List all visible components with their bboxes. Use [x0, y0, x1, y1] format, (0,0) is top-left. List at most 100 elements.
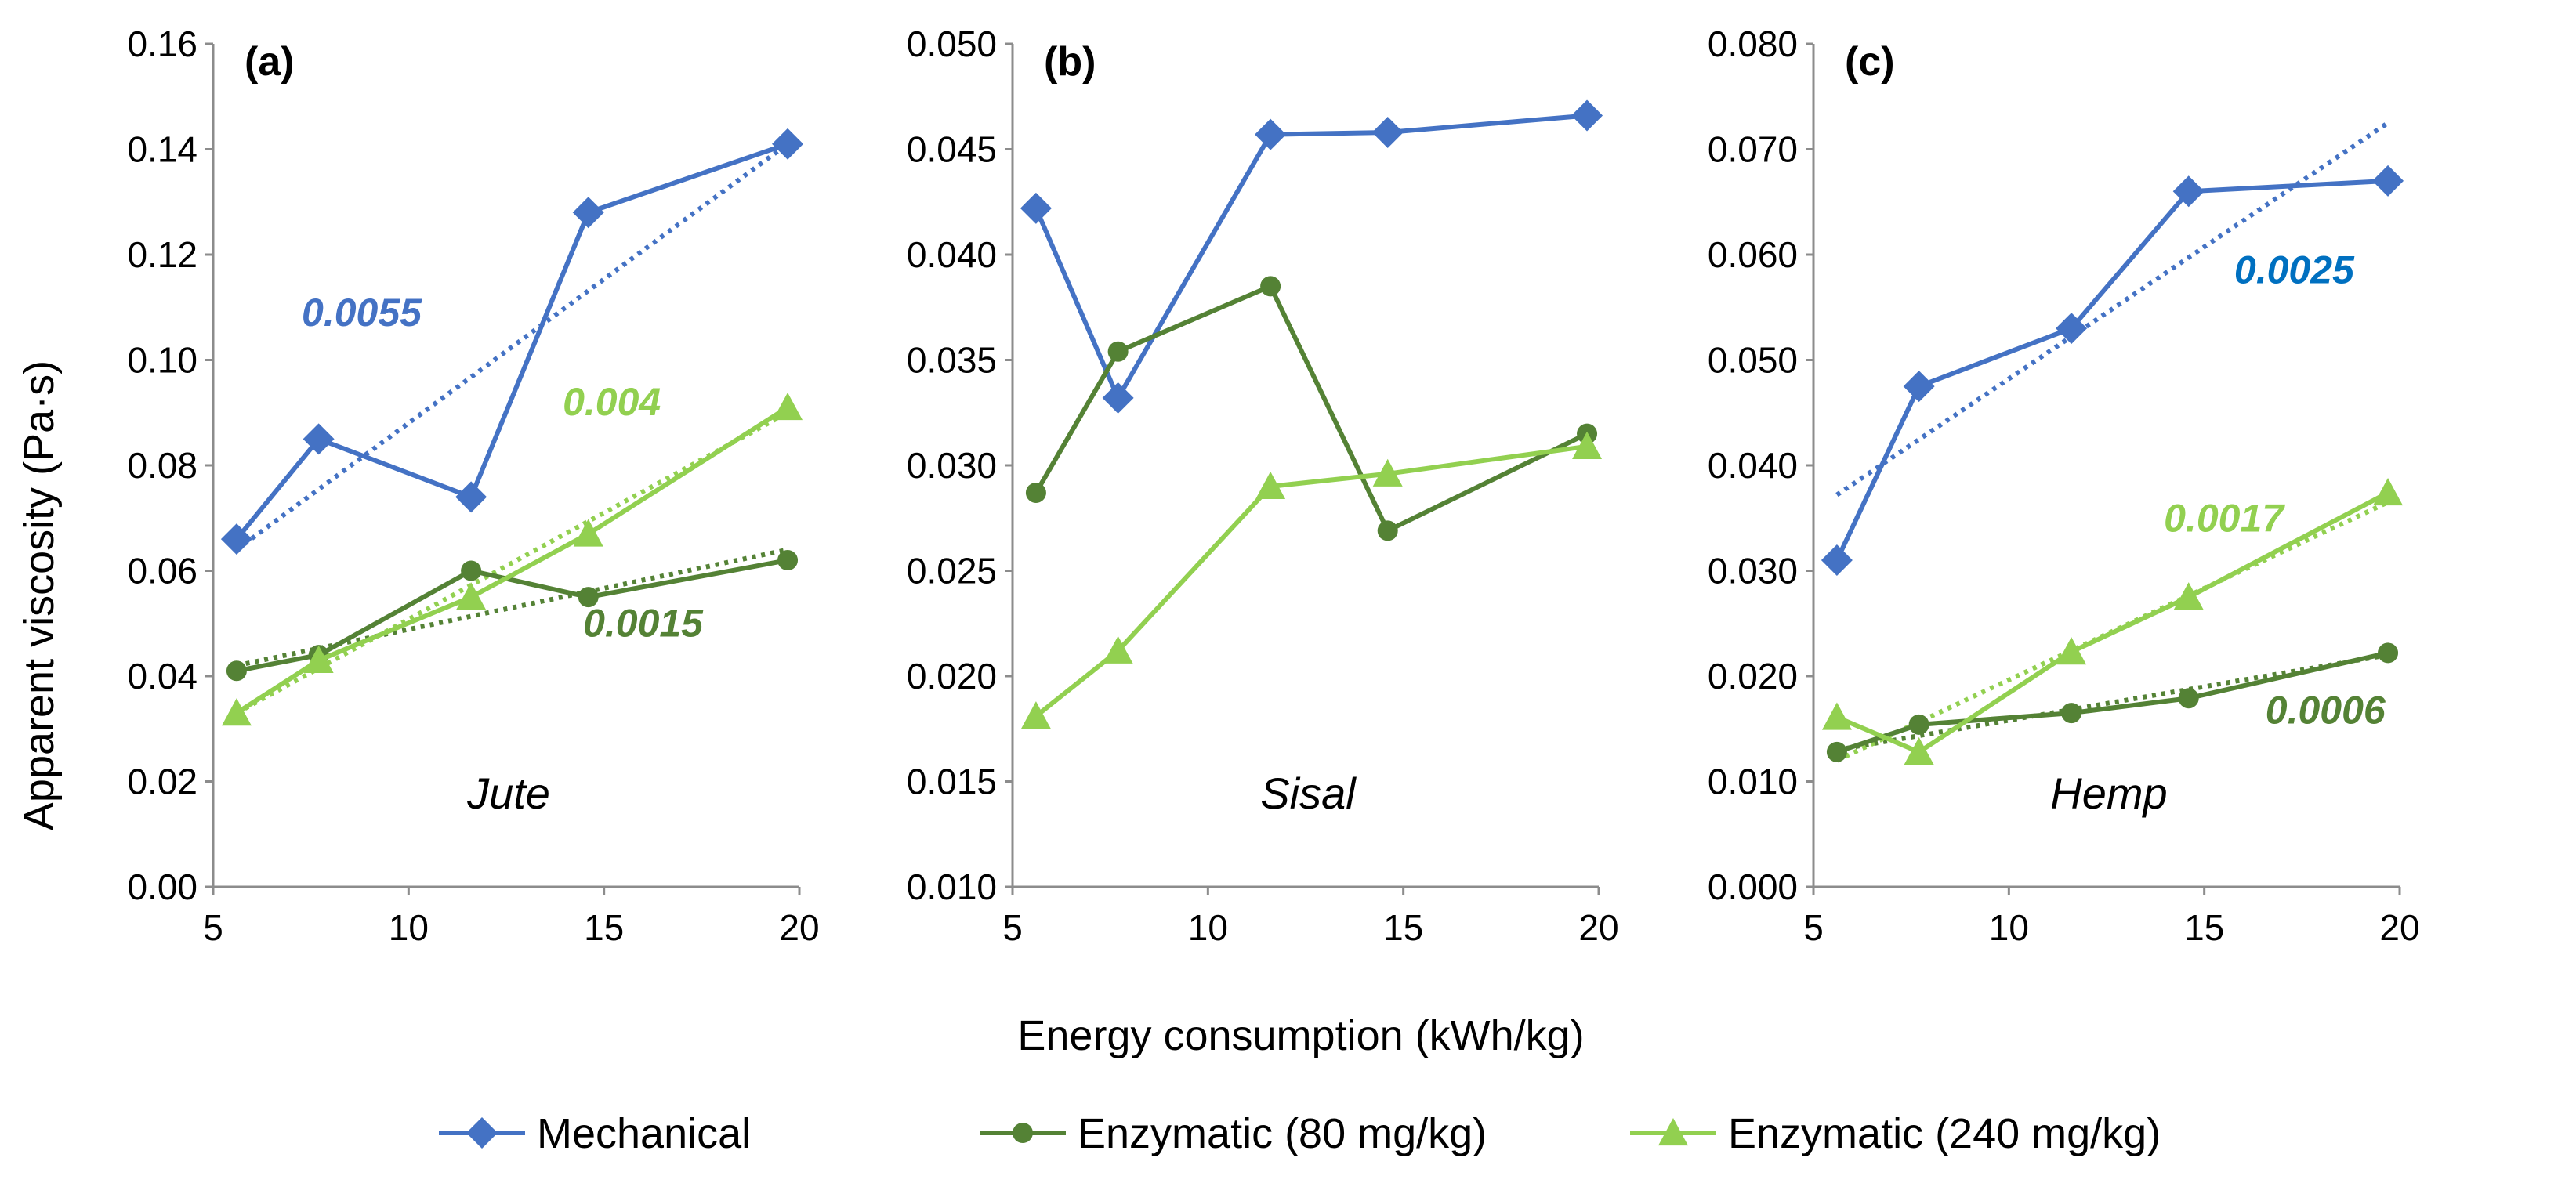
- x-axis-title: Energy consumption (kWh/kg): [1017, 1012, 1584, 1059]
- panel-jute: 0.00 0.02 0.04 0.06 0.08 0.10 0.12 0.14 0.16 5 10 1…: [127, 24, 819, 948]
- x-tick-label: 15: [584, 907, 624, 948]
- legend-marker-enzymatic240: [1658, 1118, 1688, 1146]
- point-mechanical: [1102, 382, 1134, 414]
- panel-label: (b): [1044, 39, 1096, 85]
- point-enzymatic80: [1908, 714, 1929, 735]
- point-enzymatic240: [1255, 471, 1286, 500]
- point-mechanical: [1821, 544, 1853, 577]
- y-tick-label: 0.12: [127, 234, 197, 275]
- y-tick-label: 0.045: [907, 129, 997, 170]
- series-line-enzymatic240: [1034, 443, 1588, 718]
- point-mechanical: [1903, 371, 1935, 403]
- y-tick-label: 0.015: [907, 762, 997, 802]
- point-mechanical: [1255, 118, 1287, 150]
- point-enzymatic240: [2173, 582, 2204, 610]
- point-enzymatic240: [773, 393, 803, 421]
- y-tick-label: 0.080: [1708, 24, 1798, 64]
- x-tick-label: 5: [1002, 907, 1023, 948]
- point-enzymatic80: [2378, 642, 2399, 664]
- point-enzymatic240: [303, 645, 334, 673]
- y-tick-label: 0.04: [127, 656, 197, 696]
- y-tick-label: 0.010: [907, 866, 997, 907]
- point-enzymatic80: [1025, 482, 1046, 503]
- point-enzymatic240: [573, 519, 603, 547]
- y-tick-label: 0.06: [127, 551, 197, 592]
- slope-annotation: 0.004: [563, 380, 661, 424]
- slope-annotation: 0.0025: [2234, 248, 2355, 291]
- y-tick-label: 0.10: [127, 340, 197, 381]
- y-tick-label: 0.050: [1708, 340, 1798, 381]
- y-tick-label: 0.02: [127, 762, 197, 802]
- point-enzymatic80: [226, 660, 247, 682]
- y-tick-label: 0.020: [907, 656, 997, 696]
- slope-annotation: 0.0006: [2266, 689, 2386, 733]
- point-mechanical: [572, 197, 604, 229]
- y-tick-label: 0.040: [1708, 445, 1798, 486]
- point-enzymatic240: [1572, 431, 1603, 459]
- legend-label-enzymatic80: Enzymatic (80 mg/kg): [1078, 1110, 1487, 1157]
- point-enzymatic80: [461, 560, 482, 581]
- slope-annotation: 0.0055: [302, 291, 422, 335]
- point-enzymatic240: [1020, 701, 1051, 729]
- point-enzymatic240: [1904, 736, 1934, 765]
- y-tick-label: 0.050: [907, 24, 997, 64]
- y-tick-label: 0.020: [1708, 656, 1798, 696]
- x-tick-label: 20: [779, 907, 819, 948]
- y-tick-label: 0.025: [907, 551, 997, 592]
- y-axis-title: Apparent viscosity (Pa·s): [16, 360, 63, 830]
- x-tick-label: 20: [1578, 907, 1618, 948]
- point-enzymatic240: [1821, 702, 1852, 730]
- x-tick-label: 10: [1989, 907, 2029, 948]
- panel-sisal: 0.010 0.015 0.020 0.025 0.030 0.035 0.040 0.045…: [907, 24, 1619, 948]
- point-enzymatic80: [1260, 276, 1281, 297]
- panel-hemp: 0.000 0.010 0.020 0.030 0.040 0.050 0.060 0.070…: [1708, 24, 2420, 948]
- fiber-label: Hemp: [2050, 769, 2167, 818]
- y-tick-label: 0.060: [1708, 234, 1798, 275]
- y-tick-label: 0.08: [127, 445, 197, 486]
- chart-legend: Mechanical Enzymatic (80 mg/kg) Enzymatic …: [439, 1110, 2161, 1157]
- y-tick-label: 0.000: [1708, 866, 1798, 907]
- y-tick-label: 0.00: [127, 866, 197, 907]
- point-enzymatic240: [1372, 458, 1403, 487]
- point-enzymatic80: [2061, 703, 2082, 724]
- y-tick-label: 0.030: [1708, 551, 1798, 592]
- point-mechanical: [1371, 116, 1404, 148]
- point-enzymatic240: [221, 698, 252, 726]
- x-tick-label: 10: [1188, 907, 1228, 948]
- x-tick-label: 5: [203, 907, 223, 948]
- fiber-label: Jute: [466, 769, 550, 818]
- point-mechanical: [2172, 175, 2205, 208]
- y-tick-label: 0.030: [907, 445, 997, 486]
- y-tick-label: 0.010: [1708, 762, 1798, 802]
- point-mechanical: [303, 423, 335, 455]
- series-line-mechanical: [234, 141, 789, 541]
- trendline-enzymatic240: [235, 411, 789, 715]
- legend-marker-mechanical: [466, 1117, 498, 1149]
- y-tick-label: 0.035: [907, 340, 997, 381]
- y-tick-label: 0.070: [1708, 129, 1798, 170]
- panel-label: (a): [245, 39, 295, 85]
- x-tick-label: 10: [389, 907, 429, 948]
- slope-annotation: 0.0017: [2164, 497, 2285, 541]
- slope-annotation: 0.0015: [583, 602, 704, 646]
- point-mechanical: [455, 481, 487, 513]
- point-enzymatic80: [1826, 741, 1847, 762]
- trendline-mechanical: [235, 142, 789, 552]
- point-enzymatic240: [1103, 635, 1133, 664]
- point-enzymatic80: [2178, 688, 2199, 709]
- trendline-mechanical: [1835, 121, 2389, 497]
- legend-label-enzymatic240: Enzymatic (240 mg/kg): [1728, 1110, 2161, 1157]
- x-tick-label: 15: [2184, 907, 2224, 948]
- point-enzymatic240: [456, 582, 487, 610]
- fiber-label: Sisal: [1260, 769, 1357, 818]
- point-mechanical: [220, 523, 252, 555]
- legend-label-mechanical: Mechanical: [537, 1110, 751, 1157]
- point-mechanical: [1571, 99, 1603, 132]
- point-mechanical: [1020, 192, 1052, 224]
- x-tick-label: 5: [1803, 907, 1824, 948]
- chart-panels: 0.00 0.02 0.04 0.06 0.08 0.10 0.12 0.14 0.16 5 10 1…: [127, 24, 2419, 948]
- point-enzymatic80: [578, 587, 599, 608]
- x-tick-label: 20: [2379, 907, 2419, 948]
- legend-marker-enzymatic80: [1013, 1123, 1033, 1143]
